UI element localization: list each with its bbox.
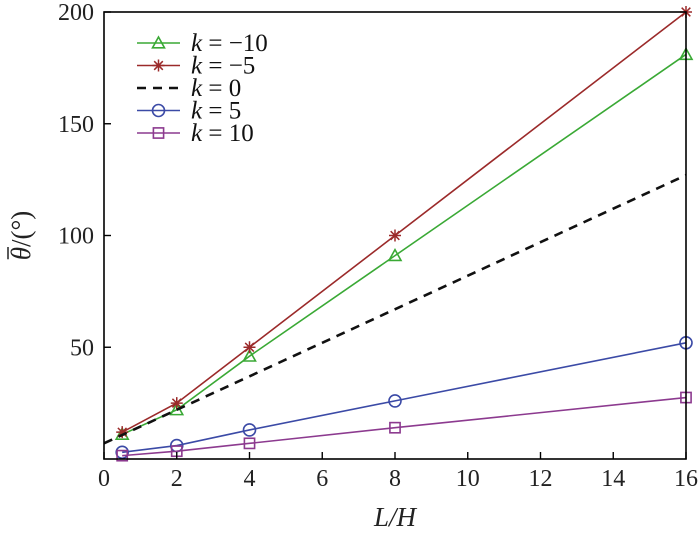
series-line	[121, 53, 687, 436]
legend-item: k = −10	[137, 30, 268, 57]
series-line	[122, 396, 687, 457]
x-tick-label: 10	[456, 466, 480, 492]
legend-item: k = 5	[137, 98, 241, 125]
legend-label: k = 5	[191, 98, 241, 125]
series-line	[103, 173, 687, 445]
y-tick-label: 150	[58, 112, 94, 138]
x-tick-label: 12	[529, 466, 553, 492]
y-tick-label: 100	[58, 224, 94, 250]
square-marker	[243, 437, 256, 450]
series-2	[103, 173, 687, 445]
asterisk-marker	[243, 341, 256, 354]
legend-item: k = 10	[137, 120, 254, 147]
y-tick-label: 50	[70, 335, 94, 361]
x-tick-label: 8	[389, 466, 401, 492]
y-axis-title: θ/(°)	[6, 211, 36, 261]
y-axis-unit: /(°)	[6, 211, 36, 247]
x-tick-label: 4	[244, 466, 256, 492]
triangle-marker	[387, 247, 403, 262]
legend-label: k = −10	[191, 30, 268, 57]
series-line	[122, 341, 687, 454]
asterisk-marker	[116, 426, 129, 439]
triangle-marker	[151, 35, 166, 49]
x-tick-label: 2	[171, 466, 183, 492]
legend-label: k = −5	[191, 53, 255, 80]
legend-item: k = 0	[137, 75, 241, 102]
x-tick-label: 0	[98, 466, 110, 492]
circle-marker	[151, 103, 166, 118]
asterisk-marker	[170, 397, 183, 410]
series-4	[116, 391, 692, 462]
asterisk-marker	[152, 59, 165, 72]
legend-label: k = 10	[191, 120, 254, 147]
triangle-marker	[242, 348, 257, 362]
square-marker	[152, 127, 165, 139]
circle-marker	[388, 394, 402, 408]
legend: k = −10k = −5k = 0k = 5k = 10	[137, 30, 268, 147]
x-tick-label: 16	[674, 466, 698, 492]
legend-label: k = 0	[191, 75, 241, 102]
y-tick-label: 200	[58, 0, 94, 26]
x-tick-label: 6	[316, 466, 328, 492]
asterisk-marker	[389, 229, 401, 242]
square-marker	[389, 421, 401, 434]
legend-item: k = −5	[137, 53, 255, 80]
x-tick-label: 14	[601, 466, 625, 492]
x-axis-title: L/H	[373, 502, 418, 532]
axis-ticks: 0 2 4 6 8 10 12 14 16 50 100 150 200	[58, 0, 698, 492]
circle-marker	[242, 423, 257, 437]
y-axis-symbol: θ	[6, 247, 36, 260]
series-3	[115, 335, 693, 460]
square-marker	[116, 449, 129, 462]
